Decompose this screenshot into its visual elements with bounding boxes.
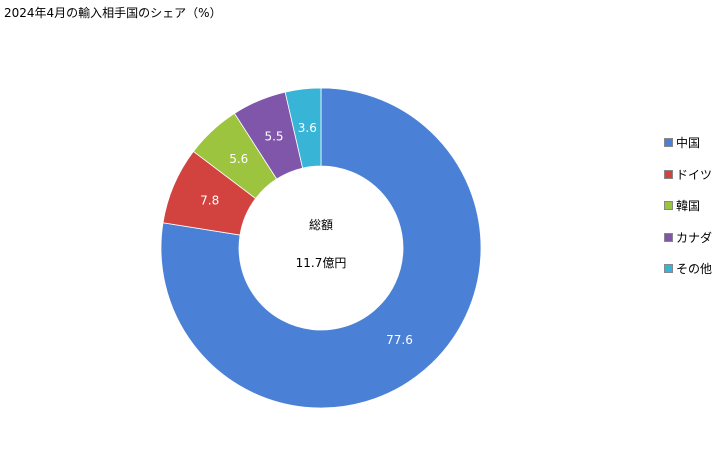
legend-swatch [664,169,673,179]
legend-item: ドイツ [664,159,712,191]
data-label: 7.8 [200,194,219,208]
legend-label: ドイツ [676,167,713,182]
legend-label: 韓国 [676,199,701,214]
chart-title: 2024年4月の輸入相手国のシェア（%） [4,6,222,20]
legend-item: カナダ [664,222,712,254]
data-label: 77.6 [386,333,413,347]
slice-4 [284,87,322,169]
legend-item: 中国 [664,127,712,159]
center-label: 総額 [308,218,333,232]
legend-label: その他 [676,262,713,277]
data-label: 3.6 [298,121,317,135]
legend-swatch [664,138,673,148]
legend-swatch [664,264,673,274]
legend: 中国ドイツ韓国カナダその他 [664,127,712,285]
legend-swatch [664,201,673,211]
data-label: 5.6 [229,152,248,166]
legend-label: カナダ [676,230,713,245]
center-value: 11.7億円 [295,256,347,270]
legend-label: 中国 [676,136,701,151]
slice-0 [160,87,482,409]
data-label: 5.5 [264,129,283,143]
legend-swatch [664,232,673,242]
legend-item: その他 [664,253,712,285]
legend-item: 韓国 [664,190,712,222]
